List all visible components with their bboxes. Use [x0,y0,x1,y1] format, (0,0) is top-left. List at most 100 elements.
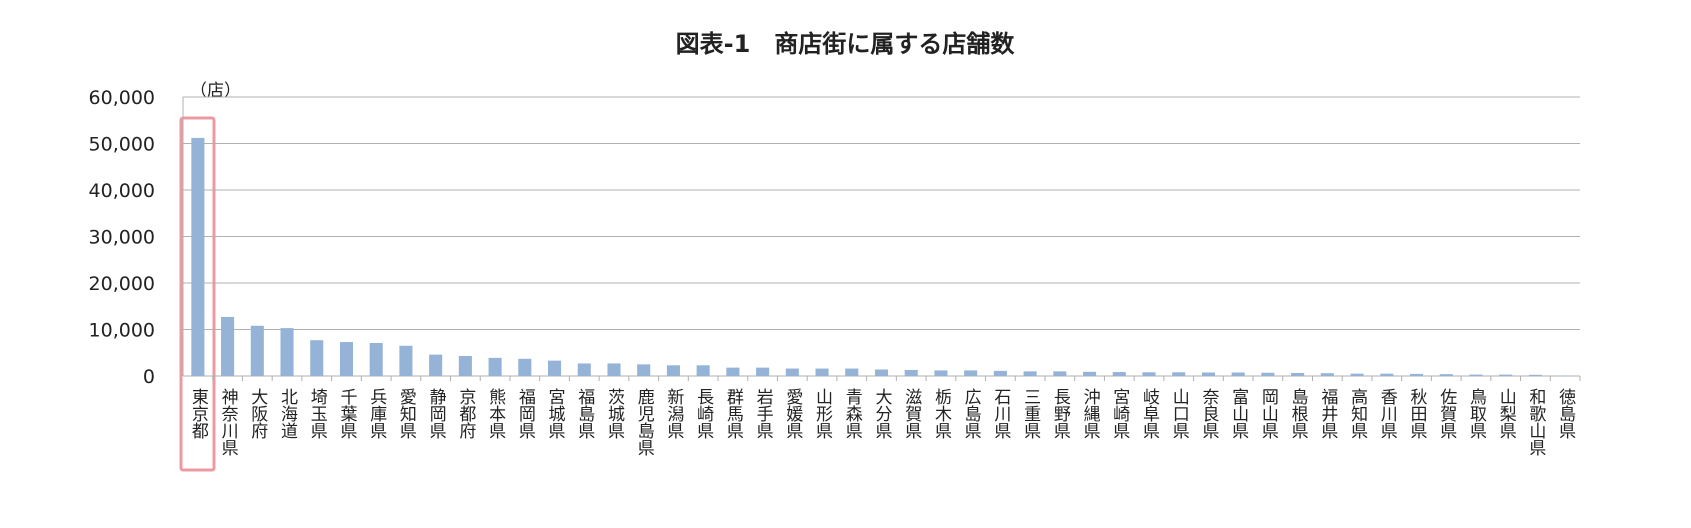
x-tick-label: 山口県 [1169,388,1190,439]
bar [637,364,650,376]
x-tick-label: 石川県 [990,388,1011,439]
bar [1351,374,1364,376]
x-tick-label: 福井県 [1317,388,1338,439]
x-tick-label: 山梨県 [1496,388,1517,439]
x-tick-label: 岡山県 [1258,388,1279,439]
x-tick-label: 岐阜県 [1139,388,1160,439]
x-tick-label: 山形県 [812,388,833,439]
x-tick-label: 秋田県 [1407,388,1428,439]
x-tick-label: 滋賀県 [901,388,922,439]
bar [875,369,888,376]
y-tick-label: 60,000 [89,87,155,109]
bar [1261,373,1274,376]
bar [697,365,710,376]
x-tick-label: 栃木県 [931,388,952,439]
bar [1142,372,1155,376]
x-tick-label: 福岡県 [515,388,536,439]
chart-title: 図表-1 商店街に属する店舗数 [676,30,1016,58]
bar [1440,374,1453,376]
bar [1410,374,1423,376]
x-tick-label: 鹿児島県 [634,388,655,456]
bar [905,370,918,376]
x-tick-label: 群馬県 [723,388,744,439]
bar [1053,371,1066,376]
x-tick-label: 島根県 [1288,388,1309,439]
x-tick-label: 和歌山県 [1525,388,1546,456]
x-tick-label: 静岡県 [426,388,447,439]
x-tick-label: 京都府 [455,388,476,440]
bar [1321,373,1334,376]
bar [221,317,234,376]
bar [667,365,680,376]
bar [607,363,620,376]
bar [1499,375,1512,376]
x-tick-label: 高知県 [1347,388,1368,439]
bar [756,368,769,376]
bar [429,355,442,376]
bar [726,368,739,376]
bar [489,358,502,376]
bar [459,356,472,376]
x-tick-label: 香川県 [1377,388,1398,439]
bar [578,363,591,376]
x-tick-label: 三重県 [1020,388,1041,439]
x-tick-label: 鳥取県 [1466,388,1487,439]
x-tick-label: 岩手県 [753,388,774,439]
x-tick-label: 大分県 [872,388,893,439]
bar [1024,371,1037,376]
x-tick-label: 大阪府 [247,388,268,440]
bar [251,326,264,376]
bar [1232,373,1245,376]
x-tick-label: 愛媛県 [782,388,803,439]
bar [816,369,829,376]
x-tick-label: 富山県 [1228,388,1249,439]
bar [786,369,799,376]
bar [1291,373,1304,376]
y-tick-label: 40,000 [89,180,155,202]
bar [994,371,1007,376]
bar [1202,373,1215,376]
bar [1083,372,1096,376]
bar [1172,372,1185,376]
x-tick-label: 佐賀県 [1436,388,1457,439]
bar [518,359,531,376]
bar [1529,375,1542,376]
x-tick-label: 東京都 [188,388,209,439]
bar [845,369,858,376]
x-tick-label: 神奈川県 [218,388,239,456]
x-tick-label: 宮崎県 [1109,388,1130,439]
bar [370,343,383,376]
x-tick-label: 青森県 [842,388,863,439]
bar [548,361,561,376]
y-tick-label: 0 [143,366,155,388]
bar [964,370,977,376]
y-tick-label: 30,000 [89,227,155,249]
x-tick-label: 長野県 [1050,388,1071,439]
y-tick-label: 50,000 [89,134,155,156]
x-tick-label: 奈良県 [1198,388,1219,439]
y-unit-label: （店） [190,81,241,101]
bar [280,328,293,376]
y-tick-label: 10,000 [89,320,155,342]
x-tick-label: 熊本県 [485,388,506,439]
x-tick-label: 埼玉県 [307,388,328,439]
x-tick-label: 福島県 [574,388,595,439]
x-tick-label: 長崎県 [693,388,714,439]
bar [934,370,947,376]
x-tick-label: 千葉県 [336,388,357,439]
x-tick-label: 愛知県 [396,388,417,439]
bar [399,346,412,376]
x-tick-label: 宮城県 [545,388,566,439]
x-tick-label: 北海道 [277,388,298,439]
x-tick-label: 茨城県 [604,388,625,439]
x-tick-label: 徳島県 [1555,388,1576,439]
x-tick-label: 沖縄県 [1080,388,1101,439]
bar [340,342,353,376]
bar [1380,374,1393,376]
x-tick-label: 広島県 [961,388,982,439]
x-tick-label: 新潟県 [663,388,684,439]
bar [310,340,323,376]
bar [191,138,204,376]
